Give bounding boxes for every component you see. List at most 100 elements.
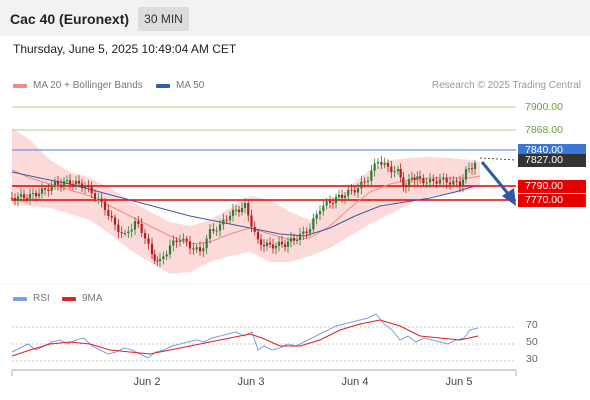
- candle-body: [56, 181, 60, 185]
- candle-body: [452, 180, 455, 185]
- candle-body: [65, 180, 69, 182]
- candle-body: [222, 219, 225, 225]
- candle-body: [386, 162, 390, 167]
- candle-body: [40, 188, 44, 194]
- candle-body: [350, 189, 353, 191]
- candle-body: [168, 245, 172, 255]
- x-label-jun4: Jun 4: [341, 376, 369, 388]
- instrument-title: Cac 40 (Euronext): [10, 11, 130, 27]
- candle-body: [185, 238, 188, 242]
- candle-body: [370, 170, 373, 181]
- legend-ma50: MA 50: [156, 80, 204, 91]
- candle-body: [158, 259, 162, 261]
- candle-body: [97, 198, 100, 200]
- candle-body: [90, 186, 93, 194]
- rsi-line: [11, 313, 479, 359]
- candle-body: [120, 232, 123, 234]
- candle-body: [93, 193, 97, 199]
- candle-body: [87, 186, 90, 188]
- candle-body: [402, 177, 405, 186]
- candle-body: [407, 179, 411, 188]
- candle-body: [103, 201, 107, 211]
- candle-body: [250, 215, 253, 227]
- rsi-level-30-label: 30: [526, 353, 538, 365]
- candle-body: [305, 231, 308, 234]
- candle-body: [366, 180, 370, 182]
- rsi-ma-swatch-icon: [62, 296, 76, 301]
- candle-body: [25, 198, 29, 200]
- candle-body: [438, 179, 442, 184]
- rsi-label: RSI: [33, 293, 50, 304]
- candle-body: [218, 224, 222, 231]
- candle-body: [22, 194, 26, 199]
- candle-body: [28, 193, 32, 199]
- ma20-label: MA 20 + Bollinger Bands: [33, 80, 143, 91]
- candle-body: [50, 185, 53, 191]
- candle-body: [360, 181, 363, 189]
- candle-body: [178, 240, 182, 242]
- candle-body: [277, 241, 281, 247]
- forecast-arrow-icon: [502, 188, 516, 206]
- candle-body: [259, 239, 263, 245]
- candle-body: [228, 215, 232, 221]
- timestamp: Thursday, June 5, 2025 10:49:04 AM CET: [13, 42, 237, 56]
- candle-body: [240, 207, 244, 213]
- candle-body: [208, 229, 212, 239]
- candle-body: [425, 182, 428, 184]
- candle-body: [225, 219, 228, 221]
- candle-body: [253, 226, 256, 232]
- candle-body: [337, 194, 341, 198]
- level-r1-label: 7840.00: [518, 144, 586, 157]
- candle-body: [77, 180, 81, 184]
- candle-body: [283, 244, 287, 247]
- candle-body: [202, 248, 205, 252]
- candle-body: [428, 179, 432, 183]
- candle-body: [265, 242, 269, 247]
- candle-body: [53, 181, 57, 186]
- candle-body: [143, 232, 147, 239]
- candle-body: [418, 176, 422, 179]
- candle-body: [80, 183, 84, 189]
- rsi-ma-line: [11, 319, 479, 357]
- candle-body: [247, 203, 250, 216]
- candle-body: [356, 188, 360, 193]
- timeframe-button[interactable]: 30 MIN: [138, 7, 189, 31]
- candle-body: [435, 181, 438, 184]
- candle-body: [322, 205, 325, 211]
- candle-body: [363, 181, 366, 183]
- candle-body: [34, 192, 38, 197]
- candle-body: [292, 238, 296, 241]
- rsi-swatch-icon: [13, 296, 27, 301]
- candle-body: [71, 184, 75, 186]
- candle-body: [422, 178, 425, 184]
- candle-body: [192, 248, 195, 250]
- candle-body: [19, 194, 23, 197]
- candle-body: [396, 169, 400, 172]
- candle-body: [215, 230, 218, 232]
- candle-body: [458, 181, 462, 187]
- header-bar: Cac 40 (Euronext) 30 MIN: [0, 0, 590, 36]
- candle-body: [334, 197, 338, 204]
- candle-body: [473, 162, 477, 169]
- candle-body: [127, 231, 130, 234]
- candle-body: [243, 203, 247, 208]
- candle-body: [130, 229, 133, 232]
- candle-body: [182, 238, 185, 241]
- candle-body: [416, 176, 419, 180]
- x-label-jun2: Jun 2: [133, 376, 161, 388]
- candle-body: [175, 240, 178, 242]
- candle-body: [147, 238, 150, 244]
- candle-body: [156, 260, 159, 262]
- ma50-label: MA 50: [176, 80, 205, 91]
- rsi-level-50-label: 50: [526, 336, 538, 348]
- candle-body: [10, 198, 14, 199]
- candle-body: [302, 231, 305, 234]
- candle-body: [393, 171, 396, 173]
- candle-body: [442, 177, 445, 180]
- candle-body: [432, 179, 435, 182]
- candle-body: [470, 168, 474, 170]
- candle-body: [107, 210, 110, 216]
- candle-body: [212, 229, 215, 231]
- candle-body: [390, 166, 393, 173]
